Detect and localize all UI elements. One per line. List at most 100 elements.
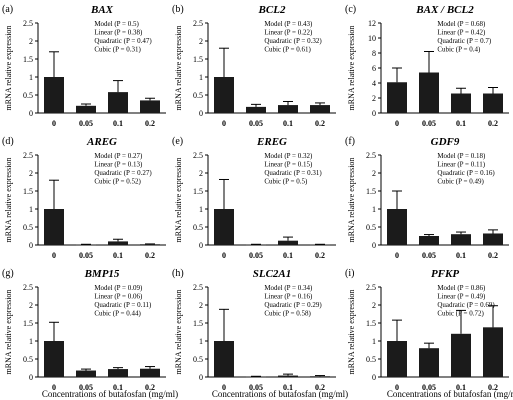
stats-annotation: Linear (P = 0.13) [94,161,143,169]
bar [44,209,64,245]
x-tick-label: 0.2 [315,119,325,128]
stats-annotation: Quadratic (P = 0.27) [94,169,152,177]
bar [278,105,298,113]
y-tick-label: 2 [372,301,376,310]
x-tick-label: 0.1 [456,119,466,128]
stats-annotation: Model (P = 0.43) [264,20,313,28]
x-tick-label: 0.05 [422,119,436,128]
x-tick-label: 0.2 [145,119,155,128]
stats-annotation: Cubic (P = 0.49) [437,178,484,186]
x-tick-label: 0.1 [113,251,123,260]
panel-letter: (a) [2,4,13,15]
x-tick-label: 0.1 [456,251,466,260]
bar [214,209,234,245]
x-tick-label: 0.1 [283,251,293,260]
y-tick-label: 1.5 [366,319,376,328]
y-tick-label: 0.5 [23,91,33,100]
y-axis-label: mRNA relative expression [4,290,13,375]
y-tick-label: 0 [199,373,203,382]
y-axis-label: mRNA relative expression [347,290,356,375]
y-tick-label: 2 [372,169,376,178]
bar [108,369,128,377]
y-tick-label: 2 [199,301,203,310]
bar [419,236,439,245]
bar [451,334,471,377]
panel-letter: (c) [345,4,356,15]
stats-annotation: Model (P = 0.18) [437,152,486,160]
y-tick-label: 2.5 [193,283,203,292]
chart-panel: (e) EREG mRNA relative expression 0 0.5 1 1.5 2… [172,136,336,260]
x-tick-label: 0.05 [422,251,436,260]
x-axis-label: Concentrations of butafosfan (mg/ml) [387,389,513,399]
stats-annotation: Model (P = 0.68) [437,20,486,28]
stats-annotation: Quadratic (P = 0.16) [437,169,495,177]
stats-annotation: Linear (P = 0.15) [264,161,313,169]
x-axis-label: Concentrations of butafosfan (mg/ml) [212,389,348,399]
y-tick-label: 1.5 [23,319,33,328]
stats-annotation: Cubic (P = 0.58) [264,310,311,318]
y-tick-label: 1.5 [193,187,203,196]
y-tick-label: 1 [372,337,376,346]
x-tick-label: 0.2 [145,251,155,260]
y-tick-label: 0 [29,109,33,118]
y-tick-label: 2.5 [23,283,33,292]
stats-annotation: Model (P = 0.86) [437,284,486,292]
chart-panel: (h) SLC2A1mRNA relative expression00.511.… [172,268,336,392]
chart-title: BAX / BCL2 [415,4,474,16]
y-axis-label: mRNA relative expression [4,26,13,111]
stats-annotation: Linear (P = 0.38) [94,29,143,37]
stats-annotation: Model (P = 0.5) [94,20,139,28]
x-tick-label: 0.05 [249,119,263,128]
bar [387,341,407,377]
y-tick-label: 12 [368,19,376,28]
stats-annotation: Linear (P = 0.22) [264,29,313,37]
y-tick-label: 1 [29,337,33,346]
stats-annotation: Cubic (P = 0.4) [437,46,481,54]
y-tick-label: 1.5 [193,319,203,328]
y-axis-label: mRNA relative expression [347,26,356,111]
y-tick-label: 0.5 [23,223,33,232]
bar [387,82,407,113]
y-tick-label: 0.5 [193,223,203,232]
y-tick-label: 8 [372,49,376,58]
y-tick-label: 1 [29,73,33,82]
x-tick-label: 0.05 [249,251,263,260]
y-tick-label: 1 [199,73,203,82]
y-axis-label: mRNA relative expression [174,290,183,375]
panel-letter: (d) [2,136,14,147]
bar [310,376,330,377]
x-tick-label: 0 [222,251,226,260]
y-axis-label: mRNA relative expression [347,158,356,243]
bar [214,77,234,113]
bar [419,348,439,377]
panel-letter: (f) [345,136,355,147]
panel-letter: (h) [172,268,184,279]
bar [140,369,160,377]
y-tick-label: 0 [199,109,203,118]
stats-annotation: Linear (P = 0.49) [437,293,486,301]
chart-panel: (a) BAX mRNA relative expression 0 0.5 1 1.5 2 2… [2,4,166,128]
y-tick-label: 2 [29,301,33,310]
panel-letter: (i) [345,268,354,279]
stats-annotation: Linear (P = 0.16) [264,293,313,301]
y-tick-label: 6 [372,64,376,73]
stats-annotation: Cubic (P = 0.5) [264,178,308,186]
chart-title: BMP15 [84,268,120,280]
x-tick-label: 0 [52,251,56,260]
bar [451,94,471,114]
y-tick-label: 0 [29,373,33,382]
chart-panel: (i) PFKP mRNA relative expression 0 0.5 1 1.5 2… [345,268,509,392]
x-axis-label: Concentrations of butafosfan (mg/ml) [42,389,178,399]
y-tick-label: 0.5 [193,355,203,364]
y-tick-label: 1 [29,205,33,214]
y-axis-label: mRNA relative expression [174,158,183,243]
bar [419,73,439,114]
x-tick-label: 0 [395,251,399,260]
chart-panel: (d) AREG mRNA relative expression 0 0.5 1 1.5 2… [2,136,166,260]
chart-panel: (b) BCL2 mRNA relative expression 0 0.5 1 1.5 2… [172,4,336,128]
y-tick-label: 1.5 [23,55,33,64]
bar [451,234,471,245]
chart-title: PFKP [431,268,459,280]
bar [278,241,298,245]
stats-annotation: Linear (P = 0.42) [437,29,486,37]
